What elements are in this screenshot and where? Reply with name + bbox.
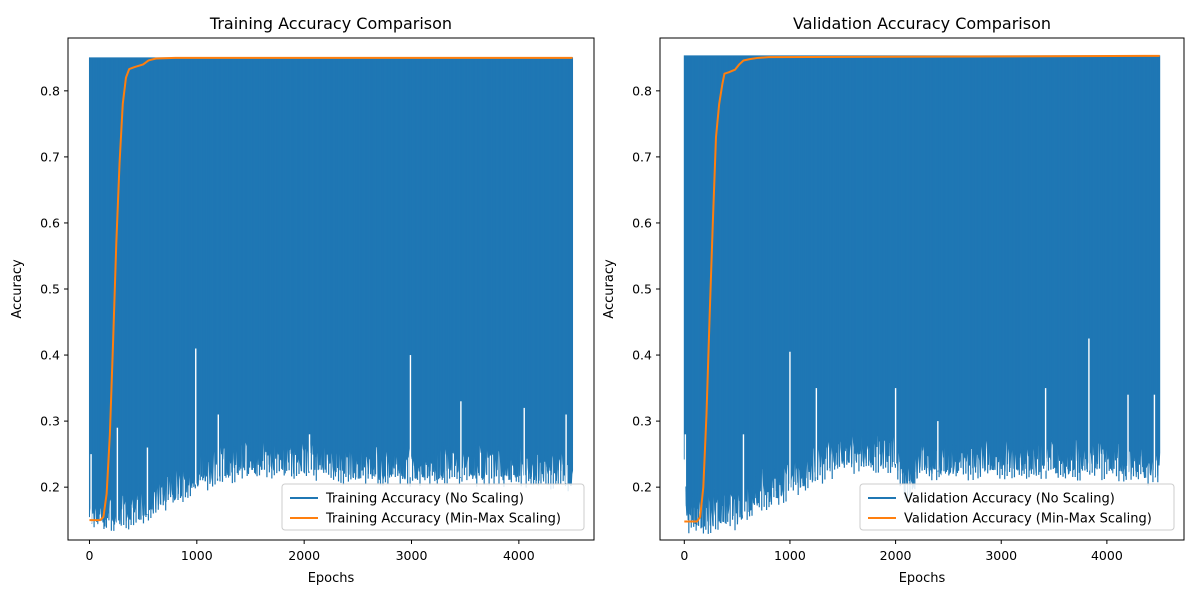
chart-title: Training Accuracy Comparison	[209, 14, 452, 33]
x-tick-label: 3000	[985, 548, 1017, 563]
y-tick-label: 0.5	[632, 282, 652, 297]
y-tick-label: 0.8	[40, 83, 60, 98]
y-tick-label: 0.3	[40, 414, 60, 429]
y-tick-label: 0.4	[40, 348, 60, 363]
training-accuracy-chart: 0 1000 2000 3000 4000 0.2 0.3 0.4 0.5 0.6 0.7 0.8 Tr…	[10, 14, 595, 586]
y-tick-label: 0.6	[40, 215, 60, 230]
series-min-max-scaling-line	[89, 56, 573, 522]
x-axis-label: Epochs	[899, 571, 946, 586]
legend: Training Accuracy (No Scaling) Training A…	[281, 483, 585, 531]
y-tick-label: 0.8	[632, 83, 652, 98]
x-axis-label: Epochs	[308, 571, 355, 586]
x-tick-label: 4000	[1091, 548, 1123, 563]
y-tick-label: 0.2	[632, 480, 652, 495]
legend-label: Validation Accuracy (No Scaling)	[904, 492, 1115, 507]
legend: Validation Accuracy (No Scaling) Validati…	[859, 483, 1175, 531]
chart-title: Validation Accuracy Comparison	[793, 14, 1051, 33]
legend-box	[281, 483, 585, 531]
y-tick-label: 0.3	[632, 414, 652, 429]
y-tick-label: 0.7	[40, 149, 60, 164]
legend-box	[859, 483, 1175, 531]
legend-label: Training Accuracy (No Scaling)	[325, 492, 524, 507]
x-tick-label: 0	[680, 548, 688, 563]
x-tick-label: 1000	[774, 548, 806, 563]
y-axis-label: Accuracy	[10, 259, 25, 319]
legend-label: Validation Accuracy (Min-Max Scaling)	[904, 512, 1152, 527]
x-tick-label: 2000	[288, 548, 320, 563]
y-tick-label: 0.5	[40, 282, 60, 297]
series-no-scaling-band	[88, 57, 574, 531]
y-tick-label: 0.4	[632, 348, 652, 363]
series-no-scaling-band	[683, 55, 1161, 534]
plot-area	[88, 56, 574, 531]
x-tick-label: 4000	[503, 548, 535, 563]
x-tick-label: 1000	[181, 548, 213, 563]
x-tick-label: 0	[85, 548, 93, 563]
y-tick-label: 0.2	[40, 480, 60, 495]
series-min-max-scaling-line	[684, 54, 1160, 523]
validation-accuracy-chart: 0 1000 2000 3000 4000 0.2 0.3 0.4 0.5 0.6 0.7 0.8 Va…	[602, 14, 1185, 586]
plot-area	[683, 54, 1161, 534]
x-tick-label: 3000	[396, 548, 428, 563]
y-tick-label: 0.6	[632, 215, 652, 230]
y-axis-label: Accuracy	[602, 259, 617, 319]
y-tick-label: 0.7	[632, 149, 652, 164]
x-tick-label: 2000	[880, 548, 912, 563]
legend-label: Training Accuracy (Min-Max Scaling)	[325, 512, 561, 527]
